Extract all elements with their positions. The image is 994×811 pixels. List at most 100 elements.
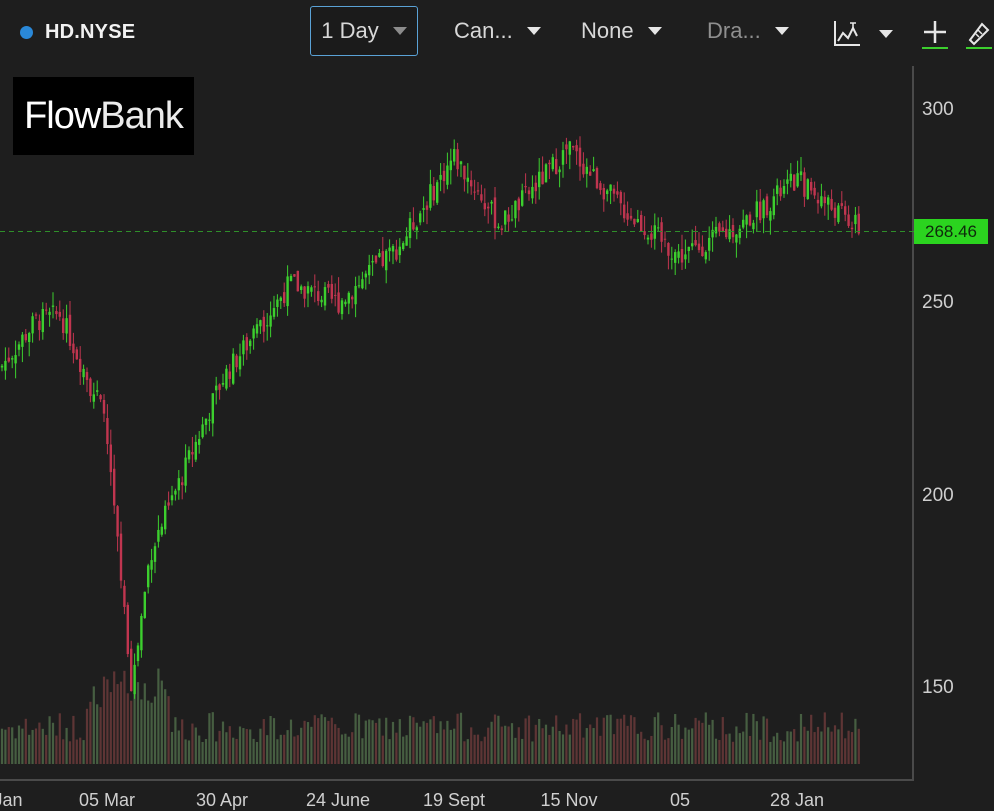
volume-bar: [269, 715, 272, 764]
candle-body: [517, 198, 520, 211]
candle-body: [473, 191, 476, 193]
volume-bar: [96, 704, 99, 764]
candle-body: [425, 205, 429, 210]
price-candles: [0, 136, 860, 699]
candle-body: [106, 418, 109, 445]
volume-bar: [453, 728, 456, 764]
candle-body: [361, 279, 364, 289]
volume-bar: [806, 730, 809, 764]
volume-bar: [670, 727, 673, 764]
drawing-dropdown[interactable]: Dra...: [707, 6, 789, 56]
volume-bar: [799, 713, 803, 764]
volume-bar: [531, 741, 534, 764]
candle-body: [589, 171, 592, 176]
volume-bar: [497, 715, 500, 764]
candle-body: [827, 197, 830, 205]
candle-body: [96, 390, 99, 392]
volume-bar: [578, 713, 582, 764]
volume-bar: [476, 734, 480, 764]
volume-bar: [68, 741, 72, 764]
candle-body: [514, 200, 517, 219]
y-tick-label: 250: [922, 292, 954, 313]
symbol-label: HD.NYSE: [45, 20, 136, 43]
chart-type-dropdown[interactable]: Can...: [454, 6, 541, 56]
candle-body: [374, 255, 378, 263]
volume-bar: [568, 734, 571, 764]
volume-bar: [354, 713, 357, 764]
candle-body: [779, 187, 782, 197]
volume-bar: [830, 731, 833, 764]
candle-body: [55, 311, 58, 315]
chart-style-dropdown-icon[interactable]: [878, 26, 894, 44]
candle-body: [79, 358, 82, 373]
candle-body: [293, 274, 296, 277]
candle-body: [504, 210, 507, 225]
volume-bar: [623, 714, 626, 764]
candle-body: [218, 384, 221, 390]
volume-bar: [89, 701, 92, 764]
candle-body: [184, 457, 187, 486]
indicator-dropdown[interactable]: None: [581, 6, 662, 56]
symbol-status-dot: [20, 25, 33, 39]
candle-body: [150, 560, 153, 570]
candle-body: [572, 145, 575, 148]
volume-bar: [344, 733, 347, 764]
candle-body: [153, 546, 157, 562]
volume-bar: [361, 738, 364, 764]
candle-body: [11, 358, 14, 360]
volume-bar: [75, 739, 78, 764]
symbol-selector[interactable]: HD.NYSE: [20, 18, 135, 46]
indicator-label: None: [581, 18, 634, 43]
candle-body: [429, 184, 432, 208]
candle-body: [391, 246, 395, 252]
volume-bar: [755, 721, 758, 764]
candle-body: [289, 275, 293, 282]
volume-bar: [85, 708, 89, 764]
candle-body: [793, 174, 796, 191]
candle-body: [296, 270, 299, 292]
candle-body: [408, 218, 412, 239]
period-dropdown[interactable]: 1 Day: [310, 6, 418, 56]
chevron-down-icon: [526, 27, 541, 35]
volume-bar: [680, 738, 684, 764]
volume-bar: [602, 717, 605, 764]
candle-body: [123, 585, 126, 607]
chart-plot-area[interactable]: [0, 66, 914, 781]
drawing-tools-icon[interactable]: [964, 18, 994, 55]
volume-bar: [364, 720, 367, 764]
volume-bar: [337, 727, 340, 764]
volume-bar: [170, 731, 174, 764]
volume-bar: [92, 686, 95, 764]
candle-body: [422, 208, 425, 210]
candle-body: [51, 305, 55, 307]
volume-bar: [164, 689, 167, 764]
volume-bar: [408, 715, 412, 764]
volume-bar: [4, 729, 7, 764]
candle-body: [266, 325, 269, 327]
crosshair-plus-icon[interactable]: [920, 18, 950, 55]
volume-bar: [402, 736, 405, 764]
candle-body: [181, 482, 184, 486]
candle-body: [772, 196, 775, 216]
candle-body: [711, 229, 714, 238]
candle-body: [116, 506, 119, 537]
candle-body: [748, 214, 752, 226]
chart-style-icon[interactable]: [832, 18, 862, 53]
candle-body: [48, 311, 51, 315]
volume-bar: [296, 735, 299, 764]
volume-bar: [810, 714, 813, 764]
volume-bar: [357, 714, 361, 764]
volume-bar: [708, 724, 711, 764]
candle-body: [837, 205, 840, 223]
candle-body: [381, 251, 384, 267]
volume-bar: [374, 722, 378, 764]
x-tick-label: 05: [669, 790, 691, 810]
candle-body: [235, 355, 238, 368]
volume-bar: [398, 719, 401, 764]
volume-bar: [442, 729, 446, 764]
candle-body: [470, 180, 473, 187]
candle-body: [45, 309, 48, 311]
candle-body: [82, 368, 85, 378]
candle-body: [480, 194, 483, 201]
volume-bar: [38, 722, 41, 764]
